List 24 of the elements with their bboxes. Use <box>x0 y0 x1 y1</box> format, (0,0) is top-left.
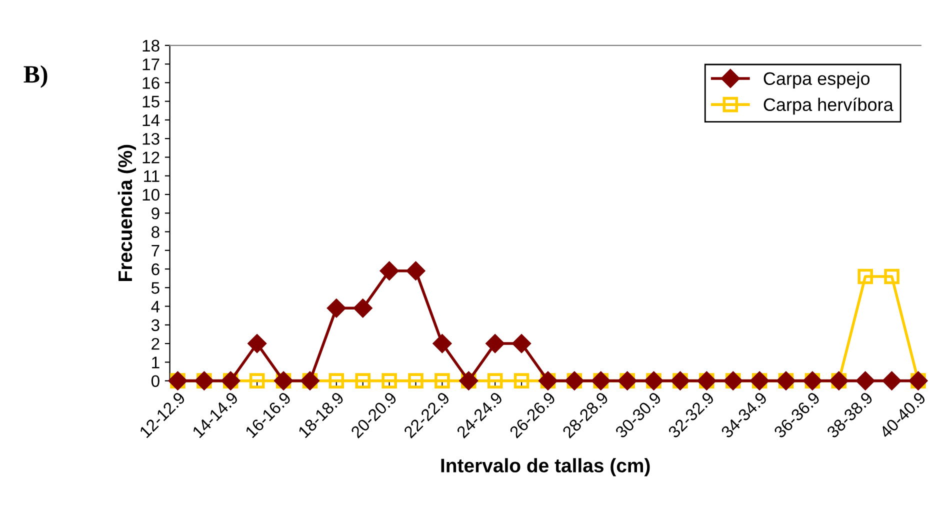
y-tick-label: 8 <box>152 226 160 238</box>
y-tick-label: 12 <box>142 152 160 164</box>
legend-label: Carpa espejo <box>764 72 870 89</box>
y-tick-label: 6 <box>152 263 160 276</box>
y-tick-label: 7 <box>152 244 160 256</box>
y-tick-label: 9 <box>152 208 160 220</box>
y-tick-label: 13 <box>142 132 160 145</box>
y-tick-label: 14 <box>142 114 160 126</box>
y-tick-label: 3 <box>151 319 160 332</box>
x-axis-title: Intervalo de tallas (cm) <box>441 458 650 476</box>
y-tick-label: 0 <box>151 375 160 388</box>
y-tick-label: 1 <box>152 356 160 368</box>
y-tick-label: 11 <box>144 170 160 182</box>
legend-label: Carpa hervíbora <box>764 98 894 115</box>
y-tick-label: 17 <box>142 58 160 70</box>
y-tick-label: 5 <box>151 282 160 294</box>
text: B) <box>24 65 48 88</box>
y-tick-label: 4 <box>151 300 160 312</box>
y-tick-label: 16 <box>142 77 160 89</box>
y-tick-label: 18 <box>142 40 160 52</box>
y-tick-label: 15 <box>142 96 160 108</box>
y-tick-label: 10 <box>142 188 160 201</box>
y-tick-label: 2 <box>152 338 160 350</box>
y-axis-title: Frecuencia (%) <box>118 144 136 281</box>
